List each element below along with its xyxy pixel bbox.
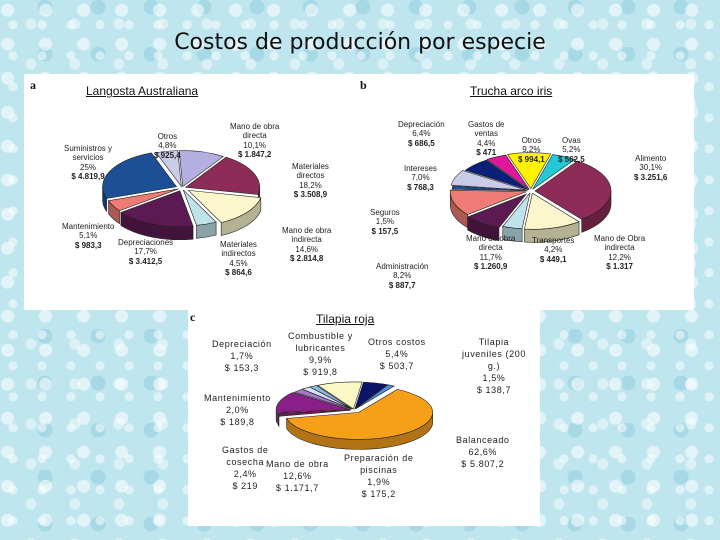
label-otros: Otros 4,8% $ 925,4 <box>154 132 181 160</box>
pie-slice-administracion <box>466 193 528 228</box>
panel-langosta: a Langosta Australiana Otros 4,8% $ 925,4 … <box>24 74 359 310</box>
chart-title-trucha: Trucha arco iris <box>470 84 553 98</box>
label-tilapia-juveniles: Tilapia juveniles (200 g.) 1,5% $ 138,7 <box>462 337 526 395</box>
pie-slice-depreciacion <box>464 159 530 191</box>
label-combustible: Combustible y lubricantes 9,9% $ 919,8 <box>288 331 353 377</box>
pie-slice-mano-de-obra-directa <box>450 189 527 215</box>
label-alimento: Alimento 30,1% $ 3.251,6 <box>634 154 668 182</box>
label-administracion: Administración 8,2% $ 887,7 <box>376 262 429 290</box>
pie-slice-tilapia-juveniles-200-g <box>355 384 395 410</box>
pie-slice-ovas <box>532 154 576 190</box>
label-gastos-cosecha: Gastos de cosecha 2,4% $ 219 <box>222 445 269 491</box>
pie-slice-mano-de-obra-indirecta <box>187 189 262 223</box>
label-balanceado: Balanceado 62,6% $ 5.807,2 <box>456 435 510 469</box>
pie-slice-materiales-directos <box>184 156 260 195</box>
label-depreciacion: Depreciación 1,7% $ 153,3 <box>212 339 272 373</box>
pie-slice-transportes <box>502 192 531 229</box>
pie-slice-combustible-y-lubricantes <box>316 381 363 410</box>
pie-slice-alimento <box>534 160 612 220</box>
label-seguros: Seguros 1,5% $ 157,5 <box>370 208 400 236</box>
chart-title-langosta: Langosta Australiana <box>86 84 199 98</box>
pie-slice-suministros-y-servicios <box>102 152 178 199</box>
label-mano-obra: Mano de obra 12,6% $ 1.171,7 <box>266 459 329 493</box>
pie-slice-intereses <box>450 170 527 191</box>
panel-letter-b: b <box>360 78 367 92</box>
label-materiales-directos: Materiales directos 18,2% $ 3.508,9 <box>292 162 329 200</box>
pie-chart-trucha <box>449 152 612 243</box>
pie-slice-depreciacion <box>309 385 353 410</box>
label-mano-obra-indirecta: Mano de obra indirecta 14,6% $ 2.814,8 <box>282 226 332 264</box>
panel-tilapia: c Tilapia roja Depreciación 1,7% $ 153,3 C… <box>188 310 540 526</box>
pie-slice-mantenimiento <box>107 188 179 212</box>
pie-slice-otros-costos <box>354 381 389 410</box>
label-otros-costos: Otros costos 5,4% $ 503,7 <box>368 337 426 371</box>
pie-chart-tilapia <box>275 381 433 450</box>
panel-trucha: b Trucha arco iris Depreciación 6,4% $ 686… <box>358 74 694 310</box>
panel-letter-a: a <box>30 78 36 92</box>
pie-chart-langosta <box>102 150 262 241</box>
label-suministros: Suministros y servicios 25% $ 4.819,9 <box>64 144 113 182</box>
label-mano-obra-directa: Mano de obra directa 10,1% $ 1.847,2 <box>230 122 280 160</box>
pie-slice-mano-de-obra-directa <box>178 150 224 188</box>
pie-slice-gastos-de-ventas <box>486 154 530 190</box>
label-transportes: Transportes 4,2% $ 449,1 <box>532 236 575 264</box>
label-otros: Otros 9,2% $ 994,1 <box>518 136 545 164</box>
chart-title-tilapia: Tilapia roja <box>316 312 375 326</box>
pie-slice-depreciaciones <box>120 190 194 228</box>
label-depreciaciones: Depreciaciones 17,7% $ 3.412,5 <box>118 238 174 266</box>
label-mantenimiento: Mantenimiento 5,1% $ 983,3 <box>62 222 115 250</box>
label-depreciacion: Depreciación 6,4% $ 686,5 <box>398 120 445 148</box>
label-materiales-indirectos: Materiales indirectos 4,5% $ 864,6 <box>220 240 257 278</box>
pie-slice-balanceado <box>286 389 433 440</box>
pie-slice-otros <box>506 152 552 190</box>
label-mantenimiento: Mantenimiento 2,0% $ 189,8 <box>204 393 271 427</box>
pie-slice-mano-de-obra <box>275 392 351 413</box>
label-ovas: Ovas 5,2% $ 562,5 <box>558 136 585 164</box>
panel-letter-c: c <box>190 310 196 324</box>
label-mano-obra-directa: Mano de obra directa 11,7% $ 1.260,9 <box>466 234 516 272</box>
pie-slice-seguros <box>451 185 529 192</box>
pie-slice-preparacion-de-piscinas <box>277 409 352 417</box>
label-mano-obra-indirecta: Mano de Obra indirecta 12,2% $ 1.317 <box>594 234 646 272</box>
label-preparacion-piscinas: Preparación de piscinas 1,9% $ 175,2 <box>344 453 414 499</box>
pie-slice-materiales-indirectos <box>182 189 217 226</box>
label-intereses: Intereses 7,0% $ 768,3 <box>404 164 437 192</box>
label-gastos-ventas: Gastos de ventas 4,4% $ 471 <box>468 120 505 158</box>
pie-slice-otros <box>155 150 182 188</box>
pie-slice-mano-de-obra-indirecta <box>524 192 580 230</box>
slide-title: Costos de producción por especie <box>174 30 546 55</box>
